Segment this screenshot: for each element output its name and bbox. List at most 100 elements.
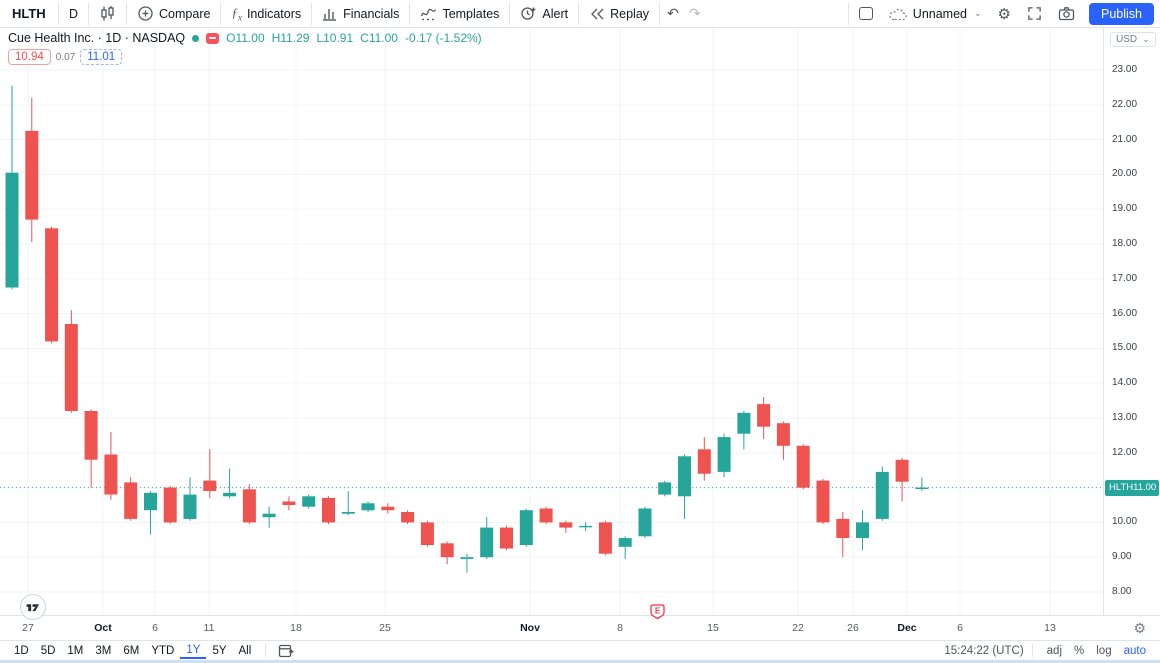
templates-button[interactable]: Templates: [412, 2, 507, 26]
price-tick: 17.00: [1112, 272, 1138, 284]
toggle-adj[interactable]: adj: [1041, 645, 1068, 657]
range-selector: 1D 5D 1M 3M 6M YTD 1Y 5Y All: [8, 641, 298, 660]
price-tick: 23.00: [1112, 64, 1138, 75]
svg-text:E: E: [655, 607, 661, 616]
earnings-marker[interactable]: E: [650, 604, 665, 626]
rewind-icon: [589, 7, 605, 21]
toolbar-right-group: Unnamed ⌄ ⚙ Publish: [846, 0, 1154, 27]
tradingview-mark-icon: [26, 604, 39, 612]
chevron-down-icon: ⌄: [1142, 34, 1150, 44]
open-value: O11.00: [226, 31, 265, 45]
gear-icon: ⚙: [997, 5, 1011, 23]
price-tick: 19.00: [1112, 203, 1138, 215]
spread-value: 0.07: [55, 51, 76, 63]
settings-button[interactable]: ⚙: [990, 2, 1019, 26]
axis-settings-gear-icon[interactable]: ⚙: [1133, 620, 1146, 636]
sell-button[interactable]: 10.94: [8, 49, 51, 65]
time-axis[interactable]: 27 Oct 6 11 18 25 Nov 8 15 22 26 Dec 6 13 ⚙: [0, 615, 1160, 640]
status-row: 15:24:22 (UTC) adj% log auto: [944, 641, 1152, 660]
price-tick: 12.00: [1112, 446, 1138, 458]
separator: [265, 644, 267, 657]
time-tick: 15: [707, 622, 719, 634]
time-tick: 18: [290, 622, 302, 634]
fullscreen-icon: [1027, 6, 1042, 21]
bar-chart-icon: [322, 6, 338, 22]
close-value: C11.00: [360, 31, 398, 45]
price-tick: 13.00: [1112, 412, 1138, 423]
calendar-icon: [278, 643, 295, 658]
time-tick: 6: [152, 622, 158, 634]
price-axis[interactable]: USD ⌄ 23.00 22.00 21.00 20.00 19.00 18.00 17.00…: [1103, 28, 1160, 615]
separator: [311, 2, 313, 25]
snapshot-button[interactable]: [1050, 2, 1083, 26]
separator: [659, 2, 661, 25]
buy-button[interactable]: 11.01: [80, 49, 123, 65]
toggle-percent[interactable]: %: [1068, 645, 1090, 657]
candlestick-chart-canvas[interactable]: [0, 28, 1103, 615]
indicators-button[interactable]: ƒx Indicators: [223, 2, 309, 26]
separator: [88, 2, 90, 25]
legend-symbol-title[interactable]: Cue Health Inc. · 1D · NASDAQ: [8, 31, 186, 45]
separator: [220, 2, 222, 25]
range-button-ytd[interactable]: YTD: [145, 644, 180, 657]
symbol-search-button[interactable]: HLTH: [6, 2, 56, 26]
time-tick: Nov: [520, 622, 540, 634]
separator: [1031, 644, 1033, 657]
separator: [409, 2, 411, 25]
range-button-5d[interactable]: 5D: [35, 644, 62, 657]
range-button-1d[interactable]: 1D: [8, 644, 35, 657]
interval-button[interactable]: D: [61, 2, 86, 26]
layout-square-icon: [858, 7, 873, 20]
save-layout-button[interactable]: Unnamed ⌄: [881, 2, 990, 26]
publish-button[interactable]: Publish: [1089, 2, 1154, 25]
top-toolbar: HLTH D Compare ƒx Indicators Financials …: [0, 0, 1160, 28]
camera-icon: [1058, 6, 1075, 21]
price-tick: 16.00: [1112, 307, 1138, 319]
tradingview-logo[interactable]: [20, 594, 46, 620]
range-button-all[interactable]: All: [233, 644, 258, 657]
candlestick-icon: [99, 5, 116, 22]
range-button-1y[interactable]: 1Y: [180, 643, 207, 659]
time-tick: 11: [203, 622, 215, 634]
compare-plus-icon: [137, 5, 154, 22]
time-tick: 26: [847, 622, 859, 634]
price-tick: 22.00: [1112, 98, 1138, 110]
ohlc-readout: O11.00 H11.29 L10.91 C11.00 -0.17 (-1.52…: [226, 31, 482, 45]
fx-icon: ƒx: [231, 4, 242, 23]
layout-select-button[interactable]: [851, 2, 881, 26]
separator: [58, 2, 59, 25]
undo-button[interactable]: ↶: [662, 2, 684, 26]
cloud-icon: [889, 7, 908, 21]
fullscreen-button[interactable]: [1019, 2, 1050, 26]
chart-area: Cue Health Inc. · 1D · NASDAQ O11.00 H11…: [0, 28, 1160, 640]
change-value: -0.17 (-1.52%): [404, 31, 482, 45]
price-tick: 18.00: [1112, 238, 1138, 249]
range-button-5y[interactable]: 5Y: [206, 644, 232, 657]
price-tick: 8.00: [1112, 586, 1132, 597]
time-tick: 22: [792, 622, 804, 634]
range-button-3m[interactable]: 3M: [89, 644, 117, 657]
separator: [126, 2, 128, 25]
last-price-badge: HLTH 11.00: [1105, 479, 1159, 496]
currency-dropdown[interactable]: USD ⌄: [1110, 32, 1156, 47]
range-button-1m[interactable]: 1M: [61, 644, 89, 657]
time-tick: Oct: [94, 622, 112, 634]
toggle-auto[interactable]: auto: [1118, 645, 1152, 657]
compare-button[interactable]: Compare: [129, 2, 218, 26]
redo-button[interactable]: ↷: [684, 2, 706, 26]
chart-style-button[interactable]: [91, 2, 124, 26]
financials-button[interactable]: Financials: [314, 2, 407, 26]
time-tick: Dec: [897, 622, 917, 634]
price-tick: 15.00: [1112, 342, 1138, 354]
toggle-log[interactable]: log: [1090, 645, 1117, 657]
replay-button[interactable]: Replay: [581, 2, 657, 26]
time-tick: 13: [1044, 622, 1056, 634]
low-value: L10.91: [316, 31, 354, 45]
range-button-6m[interactable]: 6M: [117, 644, 145, 657]
alert-button[interactable]: Alert: [512, 2, 576, 26]
time-tick: 6: [957, 622, 963, 634]
separator: [847, 2, 849, 25]
go-to-date-button[interactable]: [274, 639, 298, 663]
trade-buttons: 10.94 0.07 11.01: [8, 49, 123, 65]
wave-icon: [420, 6, 437, 21]
